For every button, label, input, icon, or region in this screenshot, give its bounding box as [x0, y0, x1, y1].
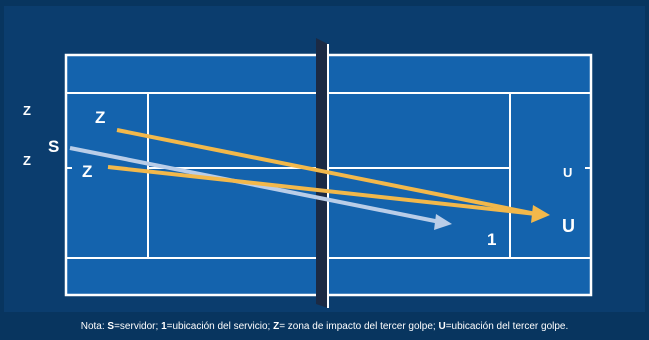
note-z-key: Z [273, 321, 280, 332]
u-label-big: U [562, 216, 575, 236]
u-label-small: U [563, 165, 573, 180]
third-shot-arrow-top [116, 128, 537, 216]
note-u-text: =ubicación del tercer golpe. [445, 321, 569, 332]
legend-note: Nota: S=servidor; 1=ubicación del servic… [0, 321, 649, 332]
note-one-key: 1 [161, 321, 167, 332]
one-label: 1 [487, 230, 497, 249]
note-s-text: =servidor; [114, 321, 162, 332]
note-one-text: =ubicación del servicio; [166, 321, 274, 332]
note-z-text: = zona de impacto del tercer golpe; [279, 321, 439, 332]
z-label-outer-top: Z [23, 103, 31, 118]
z-label-inner-top: Z [95, 108, 106, 127]
third-shot-arrow-bottom [107, 165, 537, 216]
z-label-outer-bottom: Z [23, 153, 31, 168]
serve-arrow-head [434, 214, 452, 230]
third-shot-arrow-head [531, 205, 550, 223]
note-s-key: S [107, 321, 115, 332]
note-prefix: Nota: [80, 321, 108, 332]
z-label-inner-bottom: Z [82, 162, 93, 181]
s-label: S [48, 137, 60, 156]
note-u-key: U [438, 321, 446, 332]
